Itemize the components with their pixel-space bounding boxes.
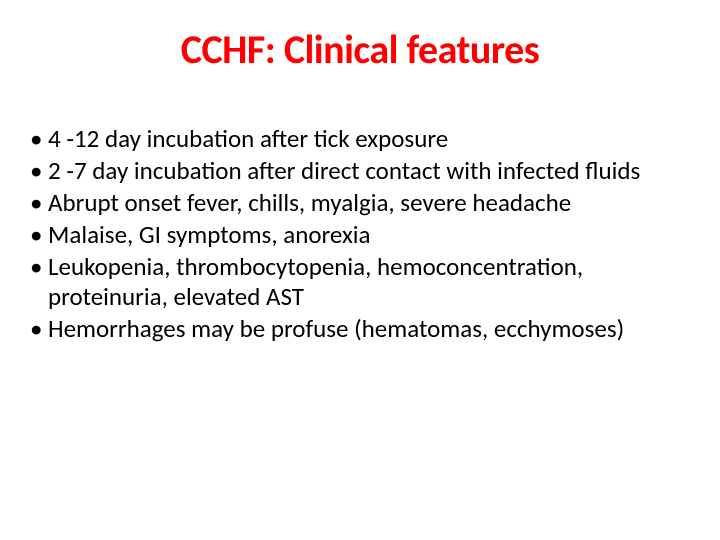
list-item: 4 -12 day incubation after tick exposure — [20, 124, 700, 154]
slide-container: CCHF: Clinical features 4 -12 day incuba… — [0, 0, 720, 540]
bullet-list: 4 -12 day incubation after tick exposure… — [20, 124, 700, 344]
list-item: Malaise, GI symptoms, anorexia — [20, 220, 700, 250]
slide-title: CCHF: Clinical features — [20, 25, 700, 74]
list-item: Hemorrhages may be profuse (hematomas, e… — [20, 314, 700, 344]
list-item: Abrupt onset fever, chills, myalgia, sev… — [20, 188, 700, 218]
list-item: 2 -7 day incubation after direct contact… — [20, 156, 700, 186]
list-item: Leukopenia, thrombocytopenia, hemoconcen… — [20, 252, 700, 312]
